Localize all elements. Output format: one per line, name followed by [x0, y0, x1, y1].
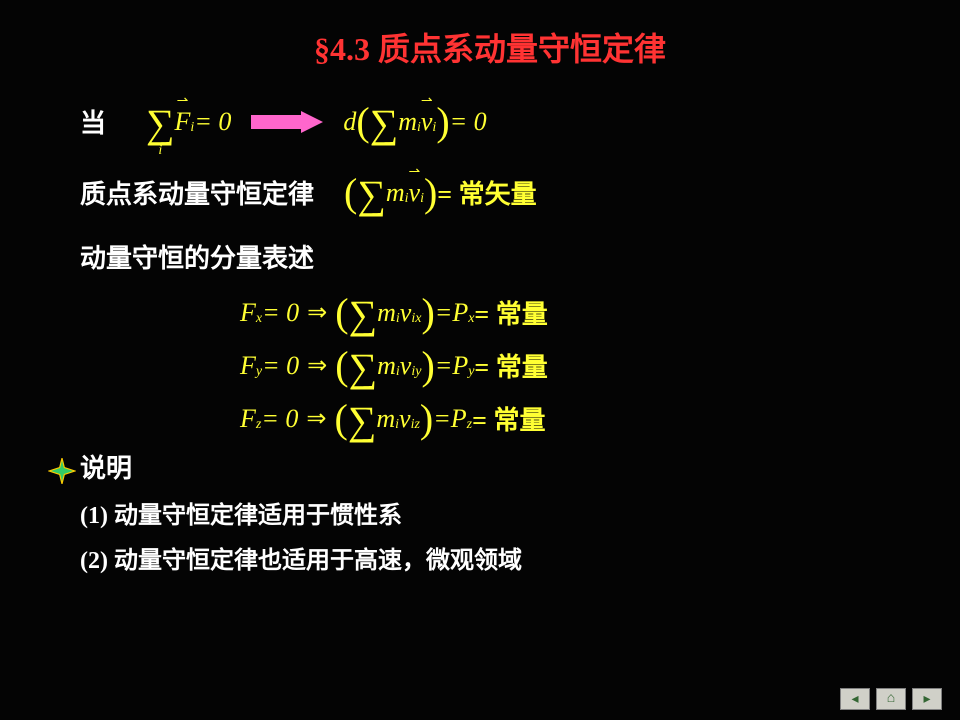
star-icon	[48, 457, 76, 485]
label-when: 当	[80, 103, 106, 140]
nav-next-button[interactable]: ▸	[912, 688, 942, 710]
slide: §4.3 质点系动量守恒定律 当 ∑ i Fi = 0 d ( ∑ mi vi …	[0, 0, 960, 720]
slide-title: §4.3 质点系动量守恒定律	[80, 24, 900, 70]
nav-bar: ◂ ⌂ ▸	[840, 688, 942, 710]
row-explain: 说明	[48, 448, 900, 485]
eq-fx: Fx = 0 ⇒ (∑ mi vix ) = Px = 常量	[240, 289, 548, 336]
label-law: 质点系动量守恒定律	[80, 174, 314, 211]
eq-fz: Fz = 0 ⇒ (∑ mi viz ) = Pz = 常量	[240, 395, 545, 442]
nav-prev-button[interactable]: ◂	[840, 688, 870, 710]
eq-sum-mv-const: ( ∑ mi vi ) = 常矢量	[344, 169, 537, 216]
implies-arrow	[251, 111, 323, 133]
row-condition: 当 ∑ i Fi = 0 d ( ∑ mi vi ) = 0	[80, 98, 900, 145]
eq-fy: Fy = 0 ⇒ (∑ mi viy ) = Py = 常量	[240, 342, 548, 389]
label-components: 动量守恒的分量表述	[80, 238, 314, 275]
row-components-heading: 动量守恒的分量表述	[80, 238, 900, 275]
nav-home-button[interactable]: ⌂	[876, 688, 906, 710]
label-explain: 说明	[80, 448, 132, 485]
eq-d-sum-mv: d ( ∑ mi vi ) = 0	[343, 98, 486, 145]
row-law: 质点系动量守恒定律 ( ∑ mi vi ) = 常矢量	[80, 169, 900, 216]
note-2: (2) 动量守恒定律也适用于高速，微观领域	[80, 540, 900, 575]
component-equations: Fx = 0 ⇒ (∑ mi vix ) = Px = 常量 Fy = 0 ⇒ …	[240, 289, 900, 442]
note-1: (1) 动量守恒定律适用于惯性系	[80, 495, 900, 530]
eq-sum-f: ∑ i Fi = 0	[146, 98, 231, 145]
